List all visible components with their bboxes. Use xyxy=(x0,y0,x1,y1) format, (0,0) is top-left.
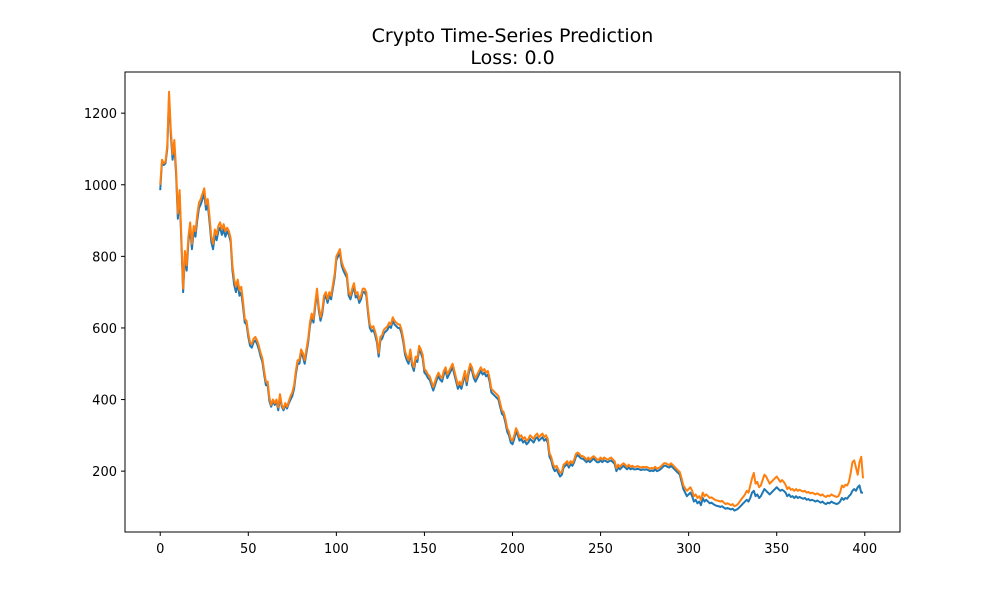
y-tick-label: 800 xyxy=(92,250,117,265)
series-line-2 xyxy=(159,90,865,508)
y-tick-label: 200 xyxy=(92,465,117,480)
x-tick-label: 250 xyxy=(588,542,613,557)
x-tick-label: 100 xyxy=(324,542,349,557)
y-tick-label: 1200 xyxy=(84,107,117,122)
axis-layer: 0 50 100 150 200 250 300 350 400 200 400 600 800 1000… xyxy=(84,107,877,557)
y-tick-label: 600 xyxy=(92,322,117,337)
series-line-1 xyxy=(159,96,864,512)
x-tick-label: 0 xyxy=(156,542,164,557)
y-tick-label: 400 xyxy=(92,394,117,409)
x-tick-label: 150 xyxy=(412,542,437,557)
x-tick-label: 50 xyxy=(240,542,257,557)
x-tick-label: 300 xyxy=(676,542,701,557)
series-layer xyxy=(159,90,865,512)
plot-area-frame xyxy=(124,71,901,533)
x-tick-label: 200 xyxy=(500,542,525,557)
chart-title: Crypto Time-Series Prediction xyxy=(372,25,654,47)
x-tick-label: 400 xyxy=(852,542,877,557)
y-tick-label: 1000 xyxy=(84,179,117,194)
chart-subtitle: Loss: 0.0 xyxy=(470,47,554,69)
x-tick-label: 350 xyxy=(764,542,789,557)
